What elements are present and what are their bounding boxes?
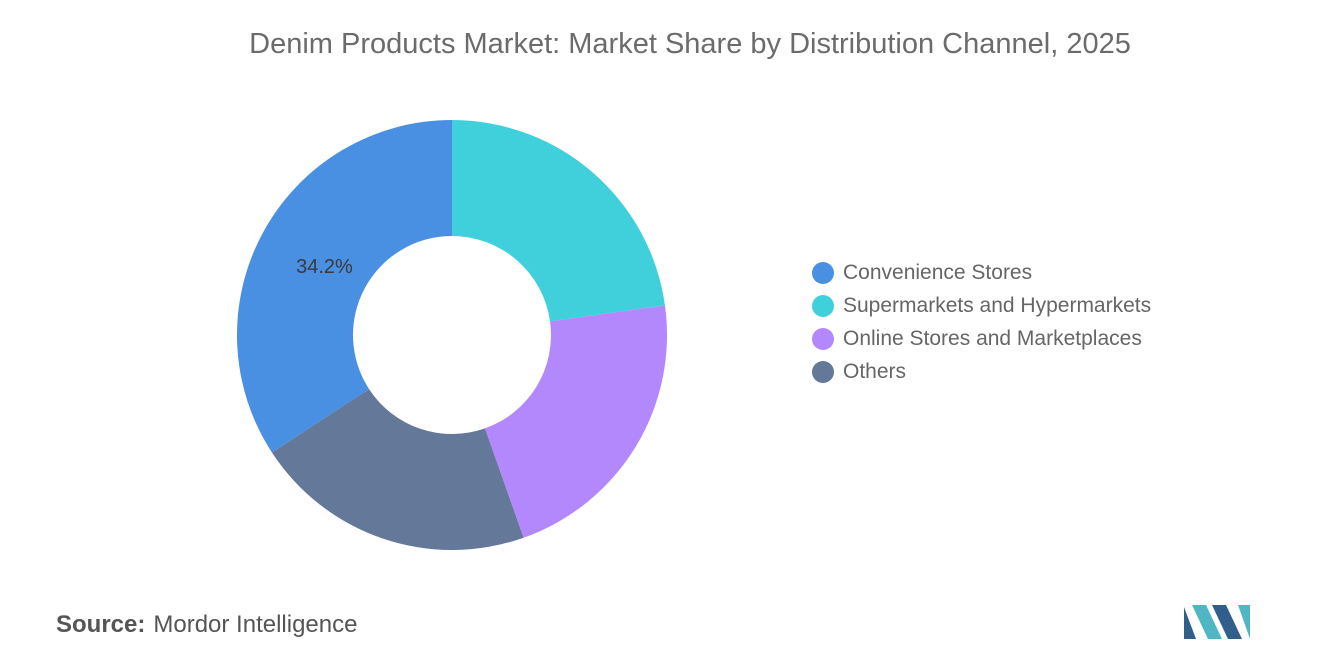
legend-item: Convenience Stores <box>812 256 1151 289</box>
data-label: 34.2% <box>296 256 353 278</box>
pie-slice-online-stores-and-marketplaces <box>484 305 667 538</box>
legend-label: Others <box>843 359 907 383</box>
legend-label: Online Stores and Marketplaces <box>843 326 1142 350</box>
source-note: Source: Mordor Intelligence <box>56 611 357 639</box>
legend-item: Others <box>812 355 1151 388</box>
source-label: Source: <box>56 611 146 638</box>
source-text: Mordor Intelligence <box>153 611 358 638</box>
legend-swatch <box>812 261 834 284</box>
pie-slice-supermarkets-and-hypermarkets <box>452 120 665 322</box>
legend-item: Online Stores and Marketplaces <box>812 322 1151 355</box>
legend-label: Convenience Stores <box>843 260 1033 284</box>
pie-slice-others <box>271 389 524 551</box>
mordor-intelligence-logo <box>1184 605 1250 639</box>
legend-swatch <box>812 327 834 350</box>
legend-swatch <box>812 360 834 383</box>
chart-title: Denim Products Market: Market Share by D… <box>249 28 1131 60</box>
pie-slice-convenience-stores <box>236 120 452 453</box>
legend-swatch <box>812 294 834 317</box>
legend-label: Supermarkets and Hypermarkets <box>843 293 1152 317</box>
chart-legend: Convenience Stores Supermarkets and Hyper… <box>812 256 1151 388</box>
legend-item: Supermarkets and Hypermarkets <box>812 289 1151 322</box>
